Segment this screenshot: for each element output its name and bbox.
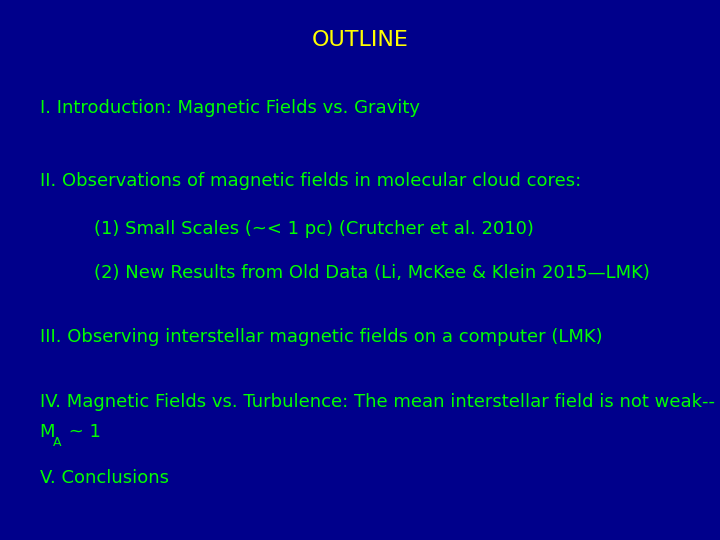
Text: V. Conclusions: V. Conclusions xyxy=(40,469,168,487)
Text: III. Observing interstellar magnetic fields on a computer (LMK): III. Observing interstellar magnetic fie… xyxy=(40,328,602,347)
Text: (2) New Results from Old Data (Li, McKee & Klein 2015—LMK): (2) New Results from Old Data (Li, McKee… xyxy=(94,264,649,282)
Text: OUTLINE: OUTLINE xyxy=(312,30,408,51)
Text: II. Observations of magnetic fields in molecular cloud cores:: II. Observations of magnetic fields in m… xyxy=(40,172,581,190)
Text: I. Introduction: Magnetic Fields vs. Gravity: I. Introduction: Magnetic Fields vs. Gra… xyxy=(40,99,420,117)
Text: IV. Magnetic Fields vs. Turbulence: The mean interstellar field is not weak--: IV. Magnetic Fields vs. Turbulence: The … xyxy=(40,393,714,411)
Text: ~ 1: ~ 1 xyxy=(63,423,101,441)
Text: (1) Small Scales (~< 1 pc) (Crutcher et al. 2010): (1) Small Scales (~< 1 pc) (Crutcher et … xyxy=(94,220,534,239)
Text: M: M xyxy=(40,423,55,441)
Text: A: A xyxy=(53,436,61,449)
